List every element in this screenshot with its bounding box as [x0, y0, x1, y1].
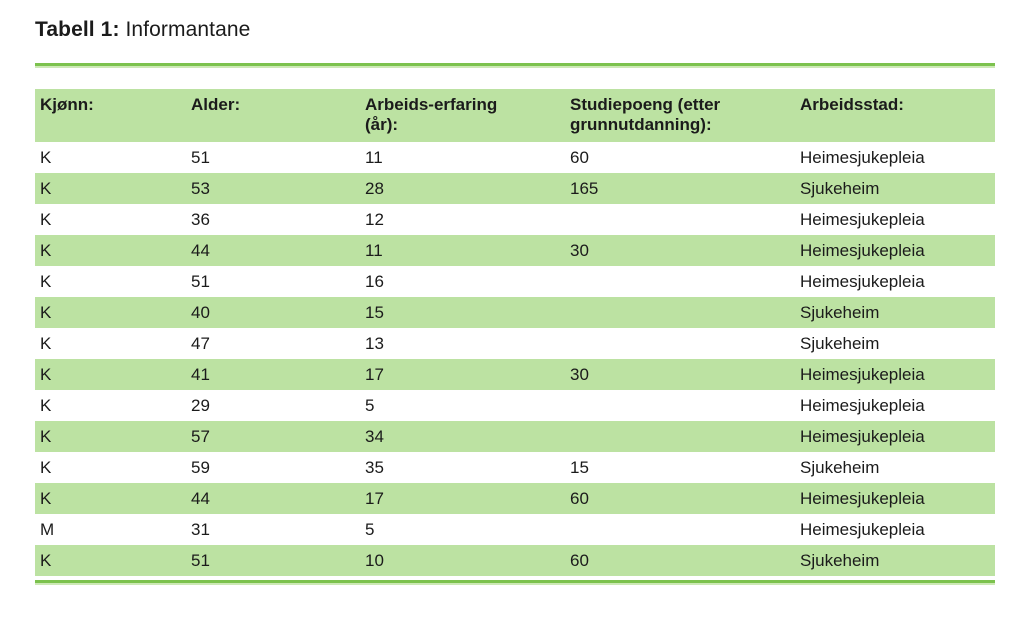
table-cell: Heimesjukepleia	[800, 240, 925, 260]
table-title-label: Tabell 1:	[35, 18, 120, 41]
table-row: K 36 12 Heimesjukepleia	[35, 204, 995, 235]
table-row: K 57 34 Heimesjukepleia	[35, 421, 995, 452]
table-cell: 51	[191, 271, 210, 291]
table-cell: 44	[191, 488, 210, 508]
table-cell: 13	[365, 333, 384, 353]
table-cell: Heimesjukepleia	[800, 271, 925, 291]
table-cell: 30	[570, 240, 589, 260]
table-cell: Sjukeheim	[800, 550, 880, 570]
table-cell: Sjukeheim	[800, 457, 880, 477]
table-cell: 16	[365, 271, 384, 291]
table-cell: 29	[191, 395, 210, 415]
table-cell: K	[40, 395, 52, 415]
table-cell: 34	[365, 426, 384, 446]
table-cell: Heimesjukepleia	[800, 395, 925, 415]
table-row: K 51 11 60 Heimesjukepleia	[35, 142, 995, 173]
table-cell: K	[40, 488, 52, 508]
table-row: M 31 5 Heimesjukepleia	[35, 514, 995, 545]
table-cell: K	[40, 271, 52, 291]
table-row: K 40 15 Sjukeheim	[35, 297, 995, 328]
table-cell: 31	[191, 519, 210, 539]
table-cell: Heimesjukepleia	[800, 364, 925, 384]
table-row: K 53 28 165 Sjukeheim	[35, 173, 995, 204]
table-cell: K	[40, 209, 52, 229]
table-cell: K	[40, 550, 52, 570]
table-cell: Sjukeheim	[800, 302, 880, 322]
table-cell: 51	[191, 147, 210, 167]
table-cell: K	[40, 178, 52, 198]
table-cell: 30	[570, 364, 589, 384]
table-cell	[565, 421, 795, 452]
table-cell	[565, 390, 795, 421]
table-cell: 11	[365, 147, 383, 167]
table-row: K 51 16 Heimesjukepleia	[35, 266, 995, 297]
column-header-alder: Alder:	[186, 89, 360, 142]
informants-table: Kjønn: Alder: Arbeids-erfaring (år): Stu…	[35, 89, 995, 576]
table-cell: 11	[365, 240, 383, 260]
table-cell: K	[40, 426, 52, 446]
table-title: Tabell 1: Informantane	[35, 16, 995, 44]
table-row: K 29 5 Heimesjukepleia	[35, 390, 995, 421]
table-row: K 59 35 15 Sjukeheim	[35, 452, 995, 483]
table-cell: Heimesjukepleia	[800, 147, 925, 167]
table-cell: 35	[365, 457, 384, 477]
table-cell: K	[40, 457, 52, 477]
table-cell	[565, 328, 795, 359]
table-cell: 47	[191, 333, 210, 353]
table-cell: 60	[570, 550, 589, 570]
table-cell: 28	[365, 178, 384, 198]
table-cell: 51	[191, 550, 210, 570]
table-cell: Heimesjukepleia	[800, 488, 925, 508]
table-cell: 5	[365, 519, 375, 539]
table-cell: Heimesjukepleia	[800, 426, 925, 446]
column-header-erfaring: Arbeids-erfaring (år):	[360, 89, 565, 142]
table-cell: K	[40, 364, 52, 384]
table-header-row: Kjønn: Alder: Arbeids-erfaring (år): Stu…	[35, 89, 995, 142]
table-cell: 53	[191, 178, 210, 198]
table-row: K 47 13 Sjukeheim	[35, 328, 995, 359]
table-cell: 41	[191, 364, 210, 384]
table-cell: K	[40, 302, 52, 322]
table-cell: Sjukeheim	[800, 333, 880, 353]
table-cell	[565, 266, 795, 297]
table-cell: 57	[191, 426, 210, 446]
table-cell: Heimesjukepleia	[800, 519, 925, 539]
table-cell: K	[40, 240, 52, 260]
table-cell: K	[40, 147, 52, 167]
table-cell: 165	[570, 178, 599, 198]
table-cell: 17	[365, 488, 384, 508]
top-rule	[35, 63, 995, 68]
table-cell: Sjukeheim	[800, 178, 880, 198]
table-cell: 60	[570, 147, 589, 167]
table-cell: 44	[191, 240, 210, 260]
table-row: K 51 10 60 Sjukeheim	[35, 545, 995, 576]
table-cell: 40	[191, 302, 210, 322]
table-title-text: Informantane	[125, 18, 251, 41]
table-row: K 44 17 60 Heimesjukepleia	[35, 483, 995, 514]
table-cell: 5	[365, 395, 375, 415]
column-header-arbeidsstad: Arbeidsstad:	[795, 89, 995, 142]
table-cell: K	[40, 333, 52, 353]
table-cell: 60	[570, 488, 589, 508]
table-cell: 59	[191, 457, 210, 477]
table-cell	[565, 514, 795, 545]
column-header-kjonn: Kjønn:	[35, 89, 186, 142]
table-row: K 41 17 30 Heimesjukepleia	[35, 359, 995, 390]
table-row: K 44 11 30 Heimesjukepleia	[35, 235, 995, 266]
table-cell	[565, 204, 795, 235]
column-header-studiepoeng: Studiepoeng (etter grunnutdanning):	[565, 89, 795, 142]
bottom-rule	[35, 580, 995, 585]
table-cell	[565, 297, 795, 328]
table-cell: 36	[191, 209, 210, 229]
table-cell: 17	[365, 364, 384, 384]
table-cell: M	[40, 519, 55, 539]
table-cell: 15	[570, 457, 589, 477]
table-cell: Heimesjukepleia	[800, 209, 925, 229]
table-cell: 12	[365, 209, 384, 229]
table-cell: 10	[365, 550, 384, 570]
table-cell: 15	[365, 302, 384, 322]
